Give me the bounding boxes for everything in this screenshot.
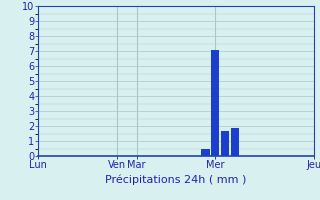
Bar	[221, 130, 229, 156]
X-axis label: Précipitations 24h ( mm ): Précipitations 24h ( mm )	[105, 174, 247, 185]
Bar	[211, 49, 220, 156]
Bar	[231, 128, 239, 156]
Bar	[201, 148, 210, 156]
